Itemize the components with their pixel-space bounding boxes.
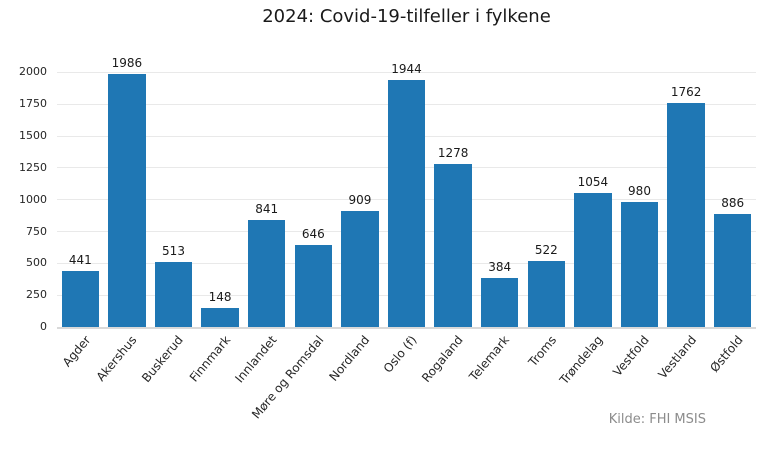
y-tick-label: 500 bbox=[26, 256, 47, 270]
bar-nordland bbox=[341, 211, 379, 327]
x-axis-label: Østfold bbox=[707, 333, 746, 375]
x-axis-label: Vestfold bbox=[610, 333, 653, 379]
bar-akershus bbox=[108, 74, 146, 327]
bar-value-label: 980 bbox=[628, 184, 651, 199]
x-axis-label: Telemark bbox=[466, 333, 513, 384]
bar-rogaland bbox=[434, 164, 472, 327]
bar-troms bbox=[527, 260, 565, 327]
bar-value-label: 1054 bbox=[577, 174, 609, 189]
bar-telemark bbox=[481, 278, 519, 327]
y-tick-label: 2000 bbox=[19, 65, 47, 79]
bar-oslo-f- bbox=[387, 79, 426, 327]
gridline bbox=[57, 71, 756, 73]
source-note: Kilde: FHI MSIS bbox=[608, 412, 706, 427]
y-tick-label: 1000 bbox=[19, 192, 47, 206]
x-axis-label: Finnmark bbox=[186, 333, 233, 385]
y-tick-label: 250 bbox=[26, 288, 47, 302]
bar-value-label: 1278 bbox=[437, 146, 469, 161]
bar-buskerud bbox=[154, 261, 193, 327]
bar-agder bbox=[61, 270, 99, 327]
x-axis-label: Oslo (f) bbox=[380, 333, 420, 376]
bar-value-label: 909 bbox=[348, 193, 372, 208]
x-axis-label: Innlandet bbox=[232, 333, 280, 386]
bar-value-label: 886 bbox=[721, 196, 745, 211]
y-tick-label: 750 bbox=[26, 224, 47, 238]
bar-value-label: 1762 bbox=[670, 84, 702, 99]
bar-innlandet bbox=[248, 219, 286, 327]
x-axis-label: Buskerud bbox=[139, 333, 187, 386]
x-axis-label: Troms bbox=[525, 333, 560, 370]
bar-value-label: 522 bbox=[534, 242, 558, 257]
bar-finnmark bbox=[201, 308, 239, 327]
x-axis-label: Nordland bbox=[326, 333, 373, 384]
bar--stfold bbox=[714, 214, 752, 327]
bar-value-label: 841 bbox=[255, 201, 279, 216]
y-tick-label: 0 bbox=[40, 320, 47, 333]
bar-value-label: 1986 bbox=[111, 56, 143, 71]
x-axis-label: Agder bbox=[59, 333, 94, 370]
plot-area: 441 1986 513 148 841 646 909 1944 1278 384 522 1054… bbox=[57, 56, 756, 329]
x-axis-label: Akershus bbox=[93, 333, 140, 384]
y-tick-label: 1500 bbox=[19, 129, 47, 143]
x-axis-label: Vestland bbox=[654, 333, 699, 382]
bar-m-re-og-romsdal bbox=[294, 244, 332, 327]
chart-title: 2024: Covid-19-tilfeller i fylkene bbox=[262, 6, 551, 27]
bar-vestland bbox=[667, 102, 705, 327]
bar-value-label: 646 bbox=[301, 226, 325, 241]
bar-value-label: 441 bbox=[68, 252, 92, 267]
y-tick-label: 1750 bbox=[19, 97, 47, 111]
bar-vestfold bbox=[620, 202, 659, 327]
x-axis-label: Rogaland bbox=[419, 333, 466, 385]
y-tick-label: 1250 bbox=[19, 160, 47, 174]
bar-value-label: 148 bbox=[208, 290, 232, 305]
bar-value-label: 1944 bbox=[391, 61, 422, 76]
bar-value-label: 513 bbox=[162, 243, 185, 258]
bar-tr-ndelag bbox=[574, 192, 612, 327]
x-axis-label: Trøndelag bbox=[557, 333, 606, 388]
bar-value-label: 384 bbox=[488, 260, 512, 275]
